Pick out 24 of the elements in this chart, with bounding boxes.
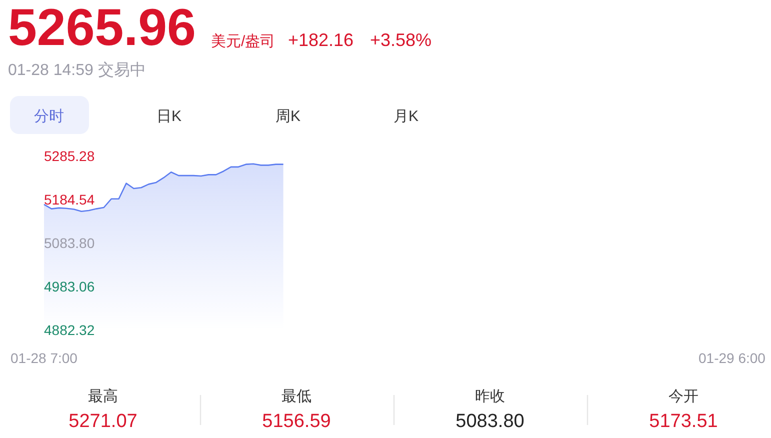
category-label: 最高 [88,388,118,405]
y-tick-label: 4983.06 [44,278,95,294]
text: 美元/盎司 [211,33,276,50]
y-tick-label: 5083.80 [44,235,95,251]
x-tick-label: 01-28 7:00 [10,350,78,366]
text: +182.16 [288,30,354,50]
y-tick-label: 5184.54 [44,192,95,208]
text: 5271.07 [68,411,138,432]
text: 5083.80 [456,411,524,432]
category-label: 今开 [668,388,698,405]
text: +3.58% [370,30,432,50]
text: 5173.51 [649,411,718,432]
text: 5156.59 [262,411,331,432]
text: 周K [275,108,301,125]
text: 01-28 14:59 交易中 [8,61,146,79]
y-tick-label: 4882.32 [44,322,95,338]
y-tick-label: 5285.28 [44,148,95,164]
category-label: 最低 [282,388,312,405]
chart-title: 5265.96 [8,0,196,57]
x-tick-label: 01-29 6:00 [698,350,766,366]
text: 月K [393,108,419,125]
text: 日K [156,108,182,125]
text: 分时 [34,108,64,125]
category-label: 昨收 [475,388,505,405]
